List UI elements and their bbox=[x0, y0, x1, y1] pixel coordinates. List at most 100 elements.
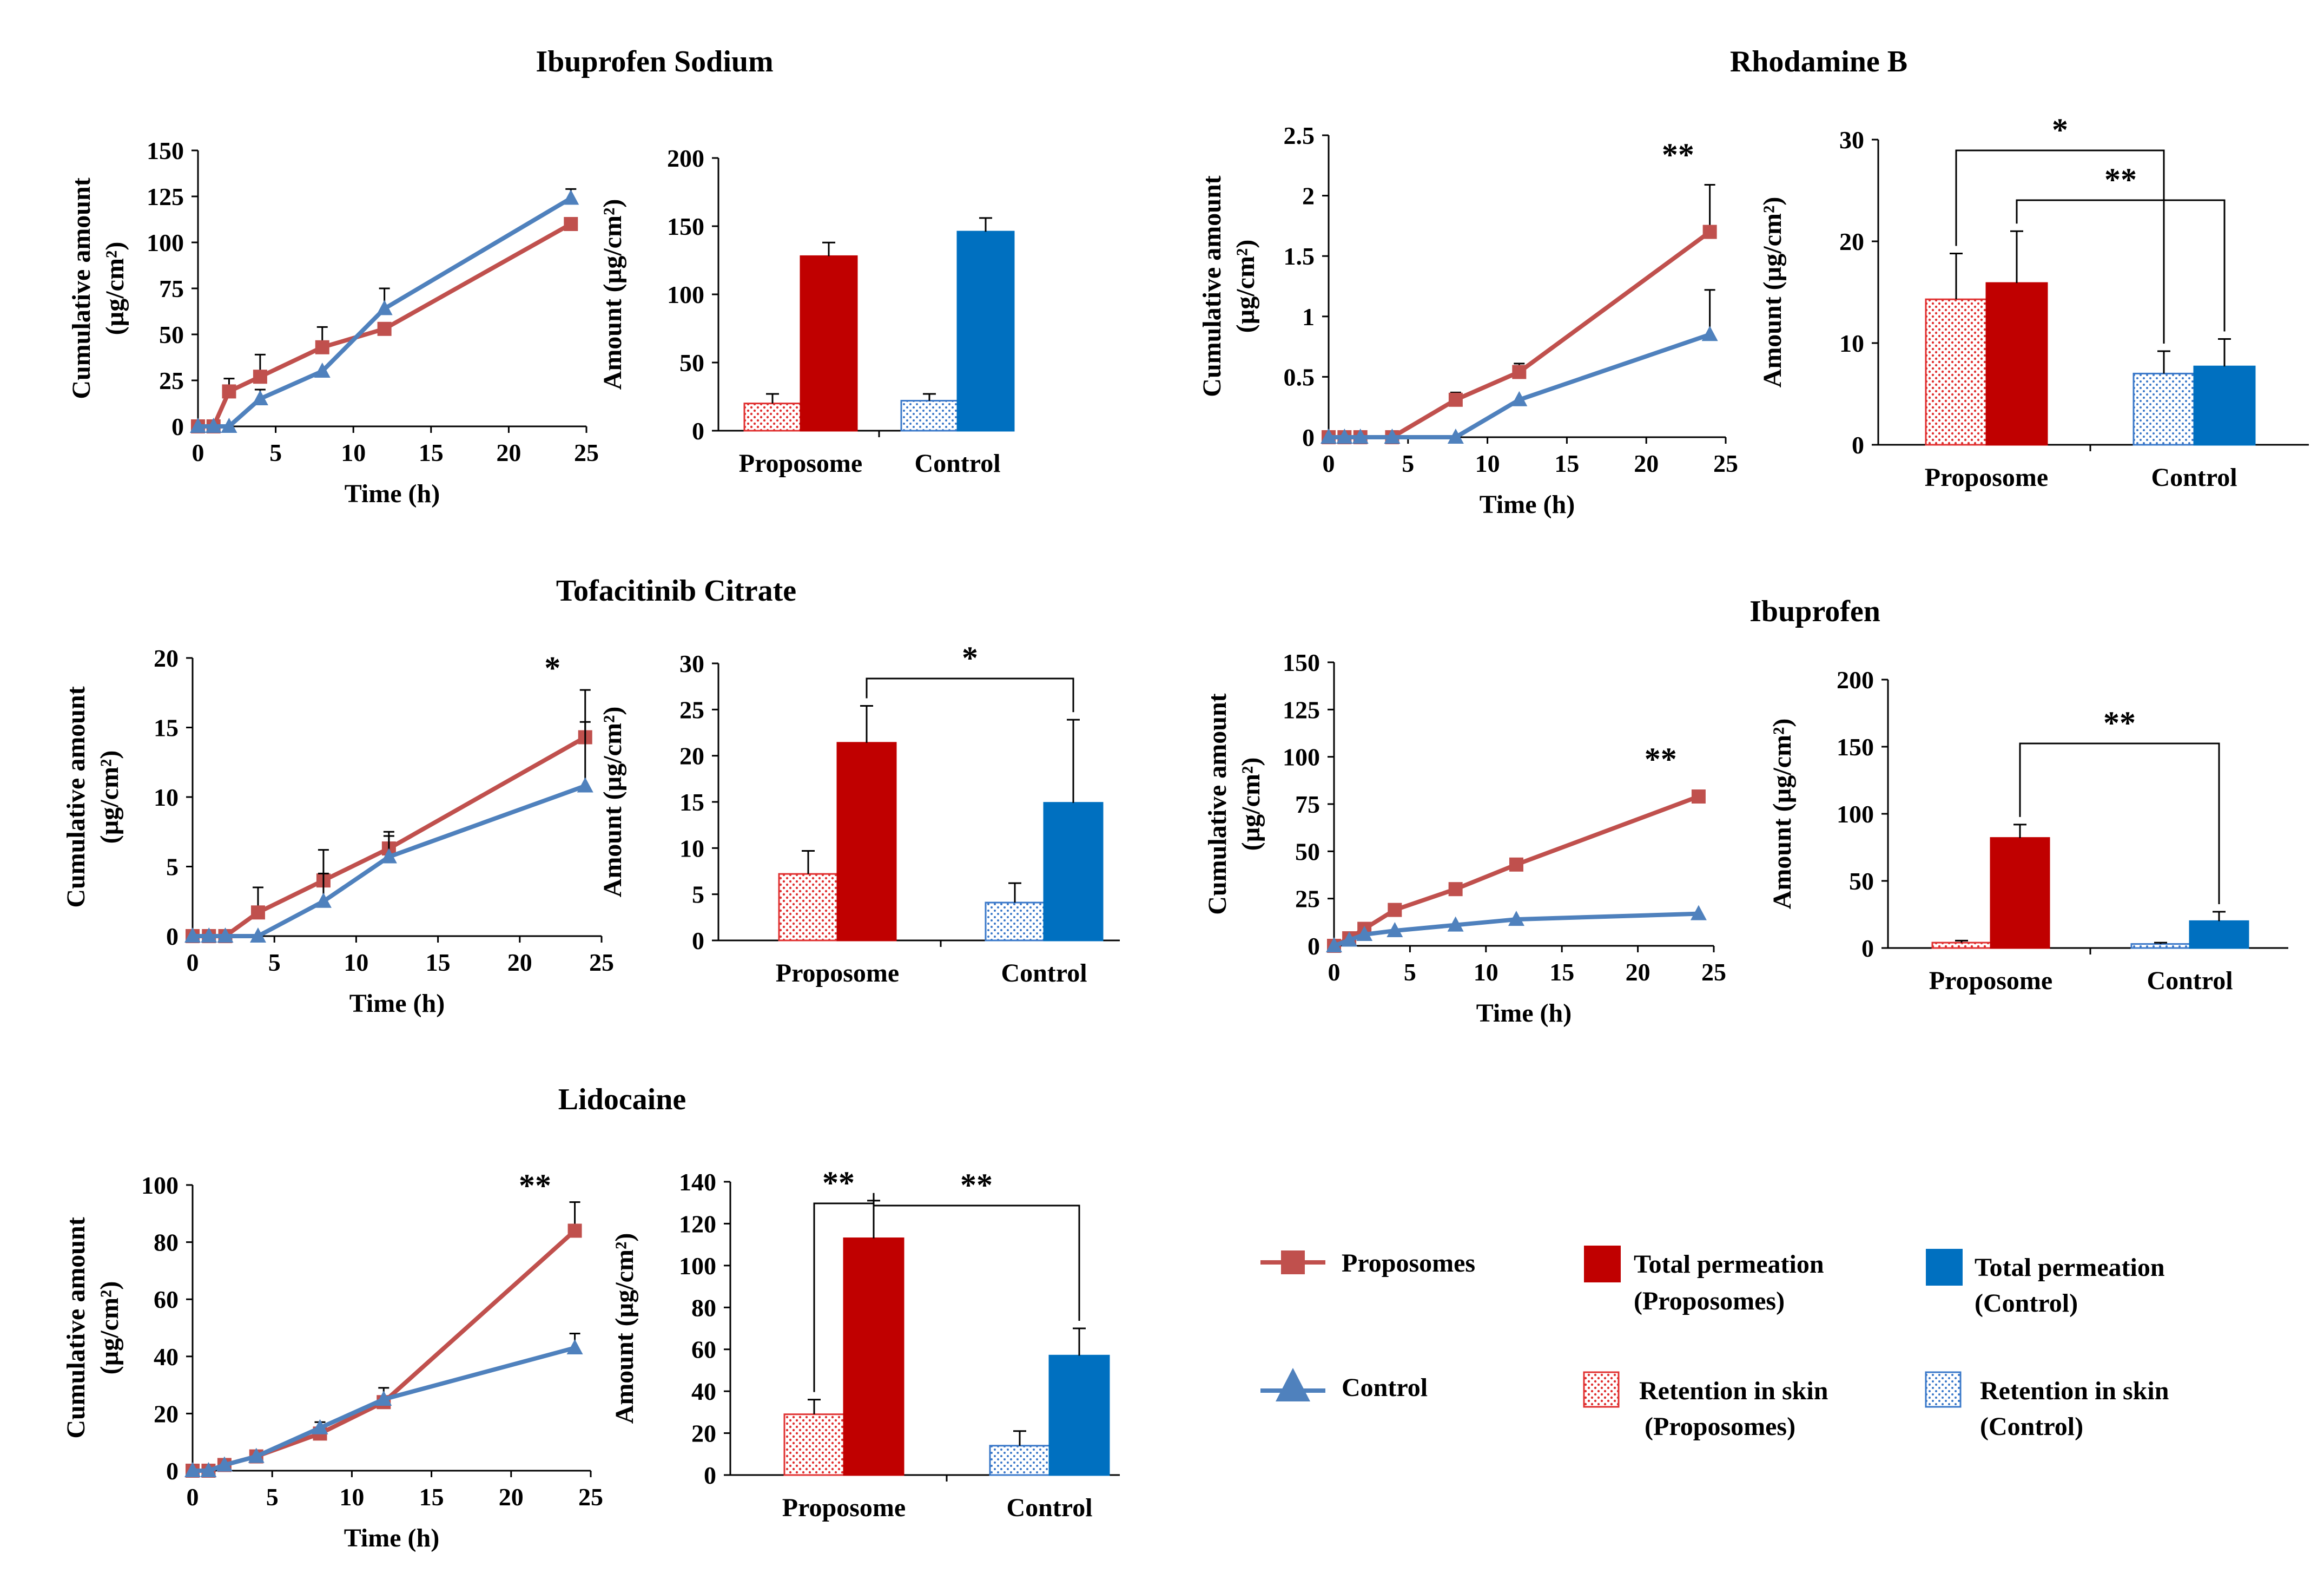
y-tick-label: 10 bbox=[154, 784, 179, 811]
x-tick-label: 0 bbox=[187, 1483, 199, 1511]
x-tick-label: 15 bbox=[1554, 450, 1579, 477]
data-point bbox=[1447, 429, 1464, 444]
data-point bbox=[380, 848, 397, 864]
y-tick-label: 5 bbox=[692, 881, 704, 909]
data-point bbox=[577, 777, 593, 793]
series-control bbox=[1326, 905, 1707, 952]
y-tick-label: 20 bbox=[154, 644, 179, 672]
panel-rhodamine_b: Rhodamine B 0 5 10 15 20 25 0 0.5 1 1.5 2 2.5 Time (h… bbox=[1198, 45, 2309, 519]
y-tick-label: 0 bbox=[1308, 932, 1320, 960]
y-tick-label: 30 bbox=[679, 650, 704, 677]
significance-bracket bbox=[2016, 199, 2226, 332]
data-point bbox=[184, 1462, 201, 1477]
legend-retention-control-swatch bbox=[1925, 1371, 1962, 1408]
x-tick-label: 25 bbox=[1713, 450, 1738, 477]
y-tick-label: 125 bbox=[1283, 696, 1320, 723]
data-point bbox=[375, 1391, 392, 1406]
y-axis-label: Cumulative amount bbox=[1198, 175, 1226, 397]
bar-total-proposome bbox=[1985, 282, 2048, 446]
x-tick-label: 20 bbox=[1634, 450, 1659, 477]
y-tick-label: 50 bbox=[679, 349, 704, 377]
y-tick-label: 0.5 bbox=[1284, 363, 1315, 391]
y-tick-label: 0 bbox=[1302, 424, 1315, 451]
data-point bbox=[248, 1447, 265, 1463]
y-tick-label: 50 bbox=[1295, 838, 1320, 865]
y-axis-label: Amount (µg/cm²) bbox=[1758, 197, 1787, 388]
bar-retention-control bbox=[985, 901, 1045, 942]
bar-total-proposome bbox=[1990, 837, 2050, 949]
y-tick-label: 10 bbox=[1839, 330, 1864, 357]
data-point bbox=[1356, 926, 1373, 942]
x-axis-label: Time (h) bbox=[344, 1524, 439, 1552]
y-tick-label: 100 bbox=[679, 1252, 716, 1280]
data-point bbox=[1691, 789, 1706, 804]
line-chart-tofacitinib_citrate: 0 5 10 15 20 25 0 5 10 15 20 Time (h) Cumulative amo… bbox=[62, 644, 614, 1018]
series-control bbox=[1321, 289, 1718, 444]
legend-proposomes-square-icon bbox=[1281, 1250, 1305, 1274]
y-tick-label: 20 bbox=[679, 742, 704, 770]
y-tick-label: 60 bbox=[154, 1286, 179, 1313]
data-point bbox=[1326, 937, 1342, 952]
bar-chart-ibuprofen_sodium: 0 50 100 150 200 Amount (µg/cm²) Proposome Cont… bbox=[598, 144, 1015, 478]
series-control bbox=[184, 721, 593, 943]
bar-retention-control bbox=[900, 400, 959, 432]
data-point bbox=[253, 370, 267, 384]
bar-chart-lidocaine: 0 20 40 60 80 100 120 140 Amount (µg/cm²) Proposo… bbox=[610, 1165, 1120, 1522]
x-tick-label: 5 bbox=[268, 949, 281, 976]
data-point bbox=[376, 300, 393, 315]
panel-ibuprofen: Ibuprofen 0 5 10 15 20 25 0 25 50 75 100 125 150 Time … bbox=[1203, 595, 2288, 1028]
y-tick-label: 125 bbox=[147, 183, 184, 210]
data-point bbox=[1701, 326, 1718, 341]
significance-bracket bbox=[866, 677, 1074, 713]
y-axis-label-unit: (µg/cm²) bbox=[1237, 758, 1265, 851]
x-tick-label: 5 bbox=[266, 1483, 279, 1511]
x-tick-label: 10 bbox=[1475, 450, 1500, 477]
significance-bracket bbox=[873, 1193, 1080, 1321]
x-tick-label: 5 bbox=[1402, 450, 1414, 477]
x-tick-label: 15 bbox=[1549, 958, 1574, 986]
series-control bbox=[190, 188, 579, 433]
y-tick-label: 2.5 bbox=[1284, 122, 1315, 149]
line-chart-ibuprofen: 0 5 10 15 20 25 0 25 50 75 100 125 150 Time (h) Cumula… bbox=[1203, 649, 1726, 1028]
x-tick-label: 10 bbox=[1474, 958, 1498, 986]
y-tick-label: 10 bbox=[679, 834, 704, 862]
y-tick-label: 80 bbox=[691, 1294, 716, 1321]
legend-proposomes-label: Proposomes bbox=[1342, 1249, 1475, 1278]
line-chart-lidocaine: 0 5 10 15 20 25 0 20 40 60 80 100 Time (h) Cumulative… bbox=[62, 1168, 603, 1552]
category-label: Proposome bbox=[782, 1493, 906, 1522]
legend-total-proposomes-line1: Total permeation bbox=[1634, 1250, 1824, 1279]
significance-mark: * bbox=[2052, 112, 2068, 148]
y-tick-label: 20 bbox=[1839, 228, 1864, 255]
x-tick-label: 25 bbox=[1701, 958, 1726, 986]
y-tick-label: 25 bbox=[1295, 885, 1320, 913]
data-point bbox=[217, 927, 234, 943]
legend: Proposomes Control Total permeation (Pro… bbox=[1260, 1246, 2169, 1441]
series-line bbox=[193, 1229, 577, 1473]
y-tick-label: 5 bbox=[166, 853, 179, 881]
data-point bbox=[563, 189, 579, 205]
y-tick-label: 0 bbox=[692, 927, 704, 954]
x-tick-label: 0 bbox=[1328, 958, 1341, 986]
data-point bbox=[252, 390, 268, 405]
data-point bbox=[1387, 922, 1403, 938]
data-point bbox=[1508, 911, 1524, 926]
y-tick-label: 0 bbox=[1861, 934, 1874, 962]
y-tick-label: 0 bbox=[171, 413, 184, 440]
y-tick-label: 2 bbox=[1302, 182, 1315, 210]
x-axis-label: Time (h) bbox=[1476, 999, 1572, 1028]
line-chart-ibuprofen_sodium: 0 5 10 15 20 25 0 25 50 75 100 125 150 Time (h) Cumula… bbox=[67, 137, 599, 508]
bar-total-proposome bbox=[843, 1237, 904, 1476]
y-tick-label: 75 bbox=[159, 275, 184, 302]
significance-mark: ** bbox=[519, 1168, 551, 1203]
panel-title: Rhodamine B bbox=[1730, 45, 1907, 78]
x-tick-label: 10 bbox=[344, 949, 368, 976]
y-tick-label: 200 bbox=[667, 144, 704, 172]
data-point bbox=[1321, 429, 1337, 444]
data-point bbox=[1388, 903, 1402, 917]
legend-total-control-line2: (Control) bbox=[1975, 1289, 2078, 1318]
x-axis-label: Time (h) bbox=[1480, 490, 1575, 519]
legend-proposomes: Proposomes bbox=[1260, 1249, 1475, 1278]
x-tick-label: 20 bbox=[496, 439, 521, 466]
y-tick-label: 200 bbox=[1837, 666, 1874, 694]
